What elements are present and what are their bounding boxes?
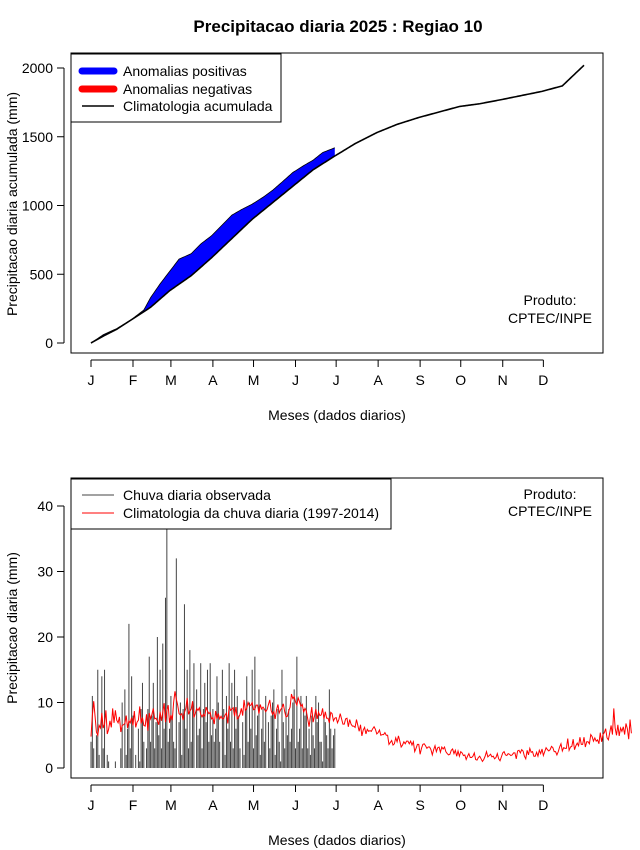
bottom-x-tick-label: O: [455, 797, 466, 813]
bottom-x-tick-label: J: [88, 797, 95, 813]
bottom-plot-frame: [70, 477, 604, 779]
top-y-tick-label: 1000: [22, 198, 53, 214]
top-product-label: Produto:: [524, 292, 577, 308]
bottom-axes: J F M A M J J A S O N D 0 10 20 30 40: [37, 498, 548, 813]
bottom-legend-box: [70, 478, 392, 530]
bottom-x-tick-label: A: [208, 797, 218, 813]
bottom-panel: J F M A M J J A S O N D 0 10 20 30 40 Meses (dados diari…: [4, 477, 632, 848]
bottom-product-source: CPTEC/INPE: [508, 503, 592, 519]
observed-rain-bars: [90, 525, 336, 768]
top-y-tick-label: 500: [30, 266, 54, 282]
bottom-y-tick-label: 0: [45, 760, 53, 776]
top-x-tick-label: J: [292, 372, 299, 388]
bottom-legend: Chuva diaria observada Climatologia da c…: [70, 478, 392, 530]
bottom-x-tick-label: M: [165, 797, 177, 813]
top-x-tick-label: D: [538, 372, 548, 388]
bottom-x-tick-label: D: [538, 797, 548, 813]
top-x-tick-label: A: [373, 372, 383, 388]
top-x-tick-label: S: [415, 372, 424, 388]
top-x-tick-label: M: [165, 372, 177, 388]
chart-title: Precipitacao diaria 2025 : Regiao 10: [193, 17, 482, 36]
top-x-tick-label: O: [455, 372, 466, 388]
bottom-y-tick-label: 30: [37, 564, 53, 580]
legend-label-climatology: Climatologia acumulada: [123, 98, 273, 114]
legend-label-positive: Anomalias positivas: [123, 63, 247, 79]
bottom-x-tick-label: N: [498, 797, 508, 813]
bottom-y-tick-label: 40: [37, 498, 53, 514]
bottom-x-tick-label: A: [373, 797, 383, 813]
top-legend: Anomalias positivas Anomalias negativas …: [70, 53, 282, 123]
positive-anomaly-area: [91, 147, 335, 343]
top-lines: [90, 64, 585, 344]
bottom-x-tick-label: J: [333, 797, 340, 813]
top-x-tick-label: N: [498, 372, 508, 388]
top-product-source: CPTEC/INPE: [508, 310, 592, 326]
top-x-tick-label: F: [129, 372, 138, 388]
top-x-tick-label: A: [208, 372, 218, 388]
bottom-x-axis-label: Meses (dados diarios): [268, 832, 406, 848]
top-x-tick-label: J: [88, 372, 95, 388]
top-panel: J F M A M J J A S O N D 0 500 1000 1500 2000 Meses (dado…: [4, 52, 604, 423]
climatology-daily-line: [90, 691, 632, 763]
bottom-x-tick-label: M: [248, 797, 260, 813]
top-x-tick-label: J: [333, 372, 340, 388]
top-y-tick-label: 1500: [22, 129, 53, 145]
bottom-lines: [90, 691, 632, 763]
bottom-x-tick-label: S: [415, 797, 424, 813]
bottom-product-label: Produto:: [524, 486, 577, 502]
top-y-axis-label: Precipitacao diaria acumulada (mm): [4, 92, 20, 316]
bottom-y-tick-label: 20: [37, 629, 53, 645]
top-x-tick-label: M: [248, 372, 260, 388]
top-y-tick-label: 2000: [22, 60, 53, 76]
top-plot-frame: [70, 52, 604, 354]
legend-label-observed: Chuva diaria observada: [123, 487, 271, 503]
top-anomaly-fills: [91, 147, 335, 343]
legend-label-negative: Anomalias negativas: [123, 81, 252, 97]
bottom-y-tick-label: 10: [37, 695, 53, 711]
top-x-axis-label: Meses (dados diarios): [268, 407, 406, 423]
bottom-y-axis-label: Precipitacao diaria (mm): [4, 552, 20, 704]
bottom-x-tick-label: J: [292, 797, 299, 813]
observed-cumulative-line: [90, 147, 335, 344]
legend-label-climatology-daily: Climatologia da chuva diaria (1997-2014): [123, 505, 379, 521]
climatology-cumulative-line: [90, 64, 585, 344]
bottom-x-tick-label: F: [129, 797, 138, 813]
top-axes: J F M A M J J A S O N D 0 500 1000 1500 2000: [22, 60, 549, 388]
top-y-tick-label: 0: [45, 335, 53, 351]
